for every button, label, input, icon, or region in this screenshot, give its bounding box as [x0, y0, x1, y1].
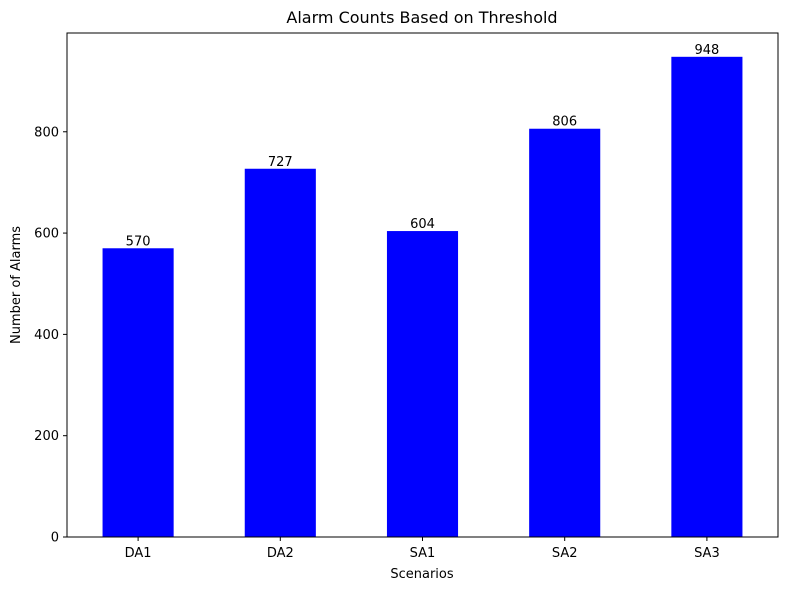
x-axis-label: Scenarios	[390, 567, 454, 582]
bar-da1	[102, 248, 174, 538]
y-axis-ticks: 0 200 400 600 800	[34, 125, 67, 546]
chart-title: Alarm Counts Based on Threshold	[286, 8, 557, 27]
y-tick-label: 200	[34, 429, 59, 444]
y-tick-label: 600	[34, 227, 59, 242]
x-axis-ticks: DA1 DA2 SA1 SA2 SA3	[125, 537, 720, 561]
x-tick-label: DA1	[125, 546, 152, 561]
data-label-da1: 570	[126, 234, 151, 249]
data-labels-group: 570 727 604 806 948	[126, 43, 720, 249]
x-tick-label: SA1	[410, 546, 436, 561]
data-label-sa2: 806	[552, 115, 577, 130]
y-tick-label: 800	[34, 125, 59, 140]
bar-da2	[244, 168, 316, 538]
data-label-da2: 727	[268, 155, 293, 170]
data-label-sa3: 948	[694, 43, 719, 58]
y-tick-label: 0	[51, 531, 59, 546]
y-tick-label: 400	[34, 328, 59, 343]
plot-area-frame	[66, 32, 779, 538]
bar-sa2	[529, 128, 601, 537]
x-tick-label: SA3	[694, 546, 720, 561]
x-tick-label: DA2	[267, 546, 294, 561]
bars-group	[102, 56, 743, 538]
data-label-sa1: 604	[410, 217, 435, 232]
y-axis-label: Number of Alarms	[9, 226, 24, 344]
bar-sa1	[386, 231, 459, 538]
bar-sa3	[671, 56, 743, 537]
x-tick-label: SA2	[552, 546, 578, 561]
